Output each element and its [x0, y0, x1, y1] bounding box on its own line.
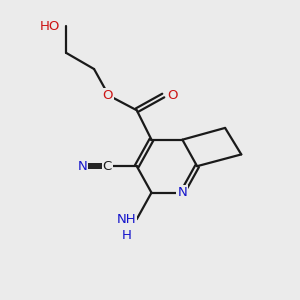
Text: O: O — [167, 89, 177, 102]
Text: N: N — [77, 160, 87, 173]
Text: HO: HO — [40, 20, 60, 33]
Text: O: O — [102, 89, 112, 102]
Text: H: H — [122, 229, 131, 242]
Text: NH: NH — [117, 213, 136, 226]
Text: N: N — [178, 186, 187, 199]
Text: C: C — [103, 160, 112, 173]
